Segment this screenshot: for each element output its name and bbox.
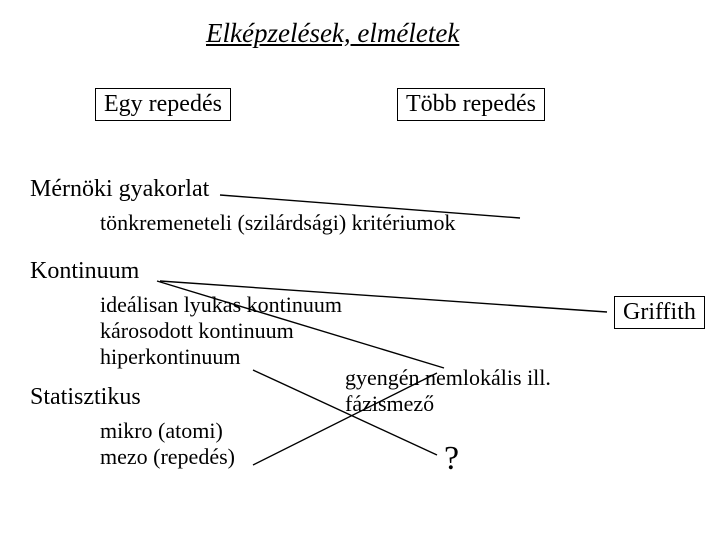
note-weak-2: fázismező — [345, 391, 434, 417]
box-griffith: Griffith — [614, 296, 705, 329]
box-multi-crack: Több repedés — [397, 88, 545, 121]
note-cont-2: károsodott kontinuum — [100, 318, 294, 344]
question-mark: ? — [444, 440, 459, 478]
note-stat-1: mikro (atomi) — [100, 418, 223, 444]
note-stat-2: mezo (repedés) — [100, 444, 235, 470]
heading-statistical: Statisztikus — [30, 384, 141, 411]
box-single-crack: Egy repedés — [95, 88, 231, 121]
note-cont-3: hiperkontinuum — [100, 344, 241, 370]
page-title: Elképzelések, elméletek — [206, 18, 459, 49]
note-cont-1: ideálisan lyukas kontinuum — [100, 292, 342, 318]
heading-engineering: Mérnöki gyakorlat — [30, 176, 209, 203]
note-weak-1: gyengén nemlokális ill. — [345, 365, 551, 391]
heading-continuum: Kontinuum — [30, 258, 139, 285]
diagram-stage: Elképzelések, elméletek Egy repedés Több… — [0, 0, 720, 540]
note-criteria: tönkremeneteli (szilárdsági) kritériumok — [100, 210, 456, 236]
